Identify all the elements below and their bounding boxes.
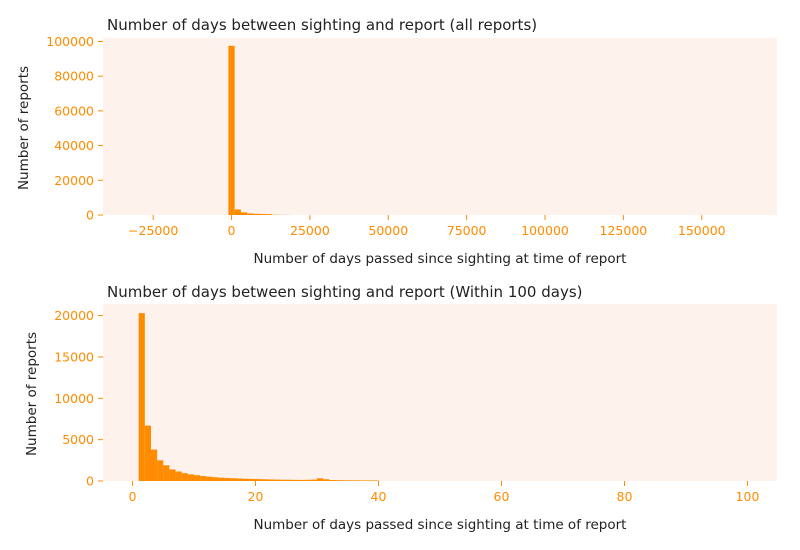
histogram-bar-within-100-days	[144, 425, 151, 481]
x-axis-label-all-reports: Number of days passed since sighting at …	[254, 251, 627, 267]
chart-title-all-reports: Number of days between sighting and repo…	[107, 16, 537, 34]
histogram-bar-within-100-days	[341, 480, 348, 481]
histogram-bar-within-100-days	[157, 460, 164, 481]
histogram-within-100-days: 0 20 40 60 80 100 0 5000 10000 15000 20000 Number…	[24, 283, 777, 533]
histogram-bar-within-100-days	[280, 479, 287, 481]
histogram-bar-within-100-days	[310, 479, 318, 481]
histogram-bar-within-100-days	[218, 477, 225, 481]
histogram-bar-all-reports	[234, 209, 241, 215]
y-tick-label: 80000	[54, 69, 94, 84]
x-tick-label: −25000	[128, 223, 178, 238]
histogram-bar-within-100-days	[298, 479, 305, 481]
histogram-bar-within-100-days	[224, 478, 231, 481]
histogram-bar-within-100-days	[175, 471, 182, 481]
histogram-bar-all-reports	[259, 213, 267, 215]
chart-title-within-100-days: Number of days between sighting and repo…	[107, 283, 583, 301]
x-tick-label: 80	[617, 489, 633, 504]
histogram-bar-within-100-days	[230, 478, 238, 481]
histogram-bar-within-100-days	[150, 449, 158, 481]
y-tick-label: 40000	[54, 138, 94, 153]
histogram-bar-within-100-days	[292, 479, 299, 481]
y-tick-label: 10000	[54, 391, 94, 406]
histogram-bar-within-100-days	[169, 469, 176, 481]
histogram-all-reports: −25000 0 25000 50000 75000 100000 125000 150000…	[16, 16, 777, 267]
x-tick-label: 40	[371, 489, 387, 504]
y-tick-label: 60000	[54, 103, 94, 118]
histogram-bar-within-100-days	[360, 480, 367, 481]
histogram-bar-within-100-days	[267, 479, 274, 481]
histogram-bar-within-100-days	[212, 477, 219, 481]
histogram-bar-all-reports	[266, 214, 273, 215]
histogram-bar-within-100-days	[237, 478, 244, 481]
plot-area-all-reports	[103, 38, 777, 215]
y-tick-label: 20000	[54, 308, 94, 323]
x-tick-label: 100000	[521, 223, 569, 238]
histogram-bar-within-100-days	[372, 480, 379, 481]
x-tick-label: 25000	[290, 223, 330, 238]
histogram-bar-within-100-days	[347, 480, 354, 481]
x-axis-ticks-within-100-days: 0 20 40 60 80 100	[129, 481, 760, 504]
y-axis-label-within-100-days: Number of reports	[24, 332, 40, 456]
x-axis-ticks-all-reports: −25000 0 25000 50000 75000 100000 125000 150000	[128, 215, 726, 238]
histogram-bar-within-100-days	[286, 479, 293, 481]
x-tick-label: 150000	[678, 223, 726, 238]
x-tick-label: 75000	[447, 223, 487, 238]
histogram-bar-all-reports	[228, 45, 235, 216]
histogram-bar-within-100-days	[249, 478, 256, 481]
y-tick-label: 0	[86, 208, 94, 223]
histogram-bar-within-100-days	[329, 480, 336, 481]
plot-area-within-100-days	[103, 304, 777, 481]
histogram-bar-within-100-days	[243, 478, 250, 481]
histogram-bar-all-reports	[247, 213, 254, 215]
histogram-bar-within-100-days	[366, 480, 373, 481]
x-tick-label: 20	[248, 489, 264, 504]
x-tick-label: 60	[494, 489, 510, 504]
y-axis-ticks-all-reports: 0 20000 40000 60000 80000 100000	[46, 34, 103, 223]
histogram-bar-all-reports	[240, 212, 248, 215]
y-tick-label: 5000	[62, 432, 94, 447]
histogram-bar-within-100-days	[255, 479, 262, 481]
histogram-bar-within-100-days	[353, 480, 361, 481]
histogram-bar-all-reports	[253, 213, 260, 215]
x-tick-label: 125000	[600, 223, 648, 238]
bars-all-reports	[228, 45, 292, 216]
histogram-bar-within-100-days	[261, 479, 268, 481]
histogram-bar-within-100-days	[335, 480, 342, 481]
histogram-bar-within-100-days	[200, 476, 207, 481]
x-tick-label: 50000	[368, 223, 408, 238]
y-tick-label: 20000	[54, 173, 94, 188]
bars-within-100-days	[138, 313, 379, 481]
histogram-bar-within-100-days	[317, 478, 324, 481]
histogram-bar-within-100-days	[163, 465, 170, 481]
y-tick-label: 0	[86, 474, 94, 489]
y-tick-label: 15000	[54, 349, 94, 364]
histogram-bar-within-100-days	[187, 474, 195, 481]
histogram-bar-within-100-days	[194, 475, 201, 481]
histogram-bar-within-100-days	[323, 479, 330, 481]
x-tick-label: 0	[228, 223, 236, 238]
histogram-bar-within-100-days	[181, 473, 188, 481]
x-tick-label: 100	[736, 489, 760, 504]
y-tick-label: 100000	[46, 34, 94, 49]
histogram-bar-within-100-days	[138, 313, 145, 481]
histogram-bar-within-100-days	[273, 479, 281, 481]
histogram-bar-within-100-days	[304, 479, 311, 481]
y-axis-ticks-within-100-days: 0 5000 10000 15000 20000	[54, 308, 103, 489]
x-axis-label-within-100-days: Number of days passed since sighting at …	[254, 517, 627, 533]
histogram-bar-within-100-days	[206, 476, 213, 481]
x-tick-label: 0	[129, 489, 137, 504]
y-axis-label-all-reports: Number of reports	[16, 66, 32, 190]
